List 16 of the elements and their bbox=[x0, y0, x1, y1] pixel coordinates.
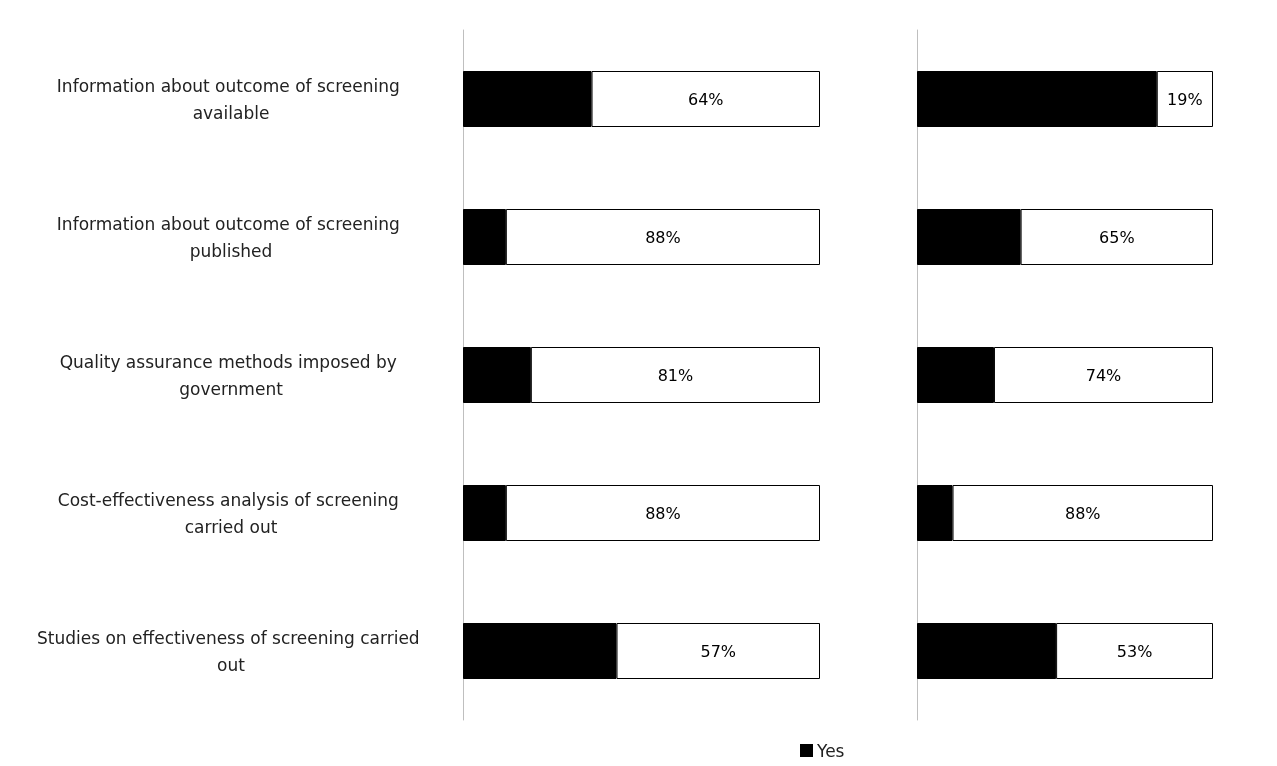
data-label: 88% bbox=[1064, 503, 1101, 523]
data-label: 81% bbox=[657, 365, 694, 385]
y-tick-label: Quality assurance methods imposed by government bbox=[59, 351, 403, 399]
legend-label: Yes bbox=[816, 740, 845, 761]
y-tick-label: Information about outcome of screening available bbox=[56, 75, 406, 123]
data-label: 65% bbox=[1099, 227, 1135, 247]
y-tick-label: Studies on effectiveness of screening carried out bbox=[36, 627, 426, 675]
data-label: 88% bbox=[645, 503, 681, 523]
data-label: 74% bbox=[1085, 365, 1122, 385]
data-label: 88% bbox=[645, 227, 681, 247]
data-label: 57% bbox=[700, 641, 737, 661]
data-label: 19% bbox=[1167, 89, 1203, 109]
data-label: 64% bbox=[687, 89, 724, 109]
y-tick-label: Information about outcome of screening published bbox=[56, 213, 406, 261]
y-tick-label: Cost-effectiveness analysis of screening carried out bbox=[57, 489, 405, 537]
data-label: 53% bbox=[1116, 641, 1153, 661]
